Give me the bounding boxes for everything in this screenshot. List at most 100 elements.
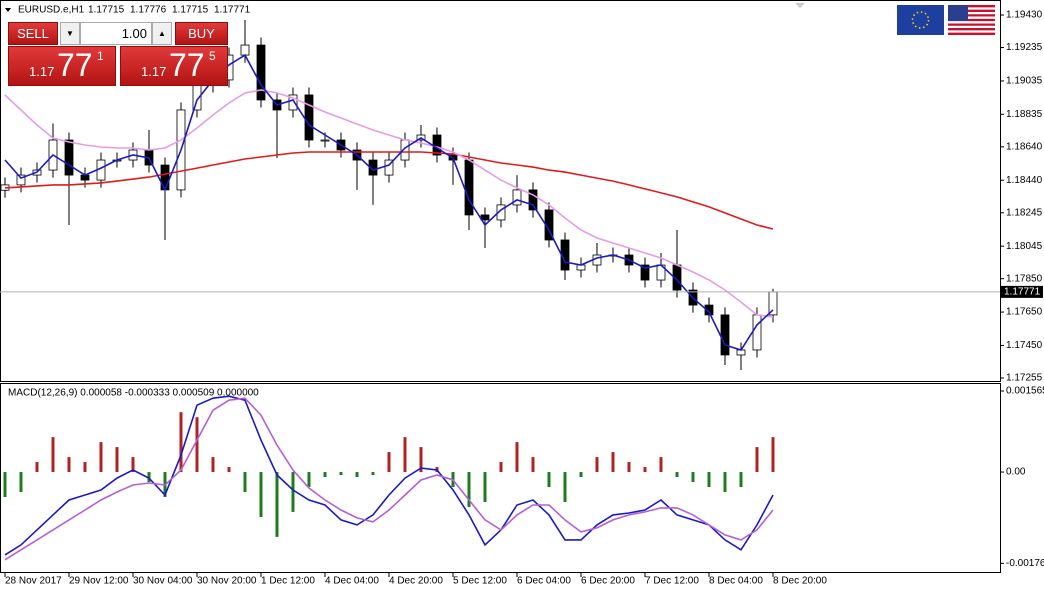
macd-bar (19, 472, 23, 492)
y-tick-label: 1.18835 (1006, 109, 1043, 120)
y-tick-label: 1.17650 (1006, 307, 1043, 318)
macd-bar (755, 447, 759, 473)
symbol: EURUSD.e,H1 (18, 5, 85, 16)
macd-bar (611, 452, 615, 473)
macd-bar (291, 472, 295, 512)
x-tick-label: 30 Nov 20:00 (197, 576, 257, 587)
macd-bar (771, 437, 775, 473)
buy-button[interactable]: BUY (175, 22, 228, 45)
candle-body (464, 159, 474, 216)
candle-body (16, 174, 26, 186)
menu-arrow[interactable] (5, 8, 11, 12)
macd-bar (227, 467, 231, 473)
macd-bar (515, 442, 519, 473)
macd-bar (3, 472, 7, 498)
macd-bar (147, 472, 151, 483)
candle-body (368, 159, 378, 176)
ask-pips: 77 (169, 47, 205, 83)
y-tick-label: 1.17255 (1006, 373, 1043, 384)
x-tick-label: 6 Dec 20:00 (581, 576, 635, 587)
candle-body (64, 139, 74, 176)
y-tick-label: 1.19430 (1006, 10, 1043, 21)
lots-input[interactable]: 1.00 (80, 22, 152, 45)
macd-bar (483, 472, 487, 502)
macd-bar (99, 442, 103, 473)
indicator-line (4, 397, 774, 561)
price-label-box (1001, 285, 1043, 298)
candle-body (240, 44, 250, 56)
ohlc-open: 1.17715 (88, 5, 125, 16)
macd-bar (707, 472, 711, 488)
x-tick-label: 28 Nov 2017 (5, 576, 62, 587)
candle-body (640, 264, 650, 281)
macd-bar (387, 452, 391, 473)
candle-body (496, 204, 506, 221)
us-flag (948, 5, 995, 35)
macd-bar (195, 417, 199, 473)
bid-big: 1.17 (29, 64, 55, 79)
x-tick-label: 4 Dec 04:00 (325, 576, 379, 587)
candle-body (288, 94, 298, 111)
indicator-line (4, 395, 774, 556)
macd-bar (35, 462, 39, 473)
y-tick-label: 1.18045 (1006, 241, 1043, 252)
y-tick-label: 1.18245 (1006, 207, 1043, 218)
macd-bar (739, 472, 743, 488)
x-tick-label: 4 Dec 20:00 (389, 576, 443, 587)
candle-body (512, 189, 522, 206)
lots-down[interactable]: ▼ (60, 22, 80, 45)
y-tick-label: 1.19235 (1006, 42, 1043, 53)
macd-bar (627, 462, 631, 473)
candle-body (384, 159, 394, 176)
y-tick-label: 0.001565 (1006, 386, 1044, 397)
macd-bar (723, 472, 727, 492)
indicator-line (4, 151, 774, 230)
macd-bar (467, 472, 471, 507)
price-label: 1.17771 (1004, 287, 1041, 298)
candle-body (256, 44, 266, 101)
y-tick-label: 1.17850 (1006, 273, 1043, 284)
macd-bar (371, 472, 375, 476)
macd-bar (595, 457, 599, 473)
ask-box[interactable]: 1.17 77 5 (120, 46, 228, 86)
macd-bar (67, 457, 71, 473)
indicator-line (4, 89, 774, 318)
sell-button[interactable]: SELL (8, 22, 58, 45)
macd-bar (131, 457, 135, 473)
macd-bar (275, 472, 279, 537)
bid-point: 1 (97, 49, 104, 63)
x-tick-label: 1 Dec 12:00 (261, 576, 315, 587)
macd-bar (339, 472, 343, 476)
candle-body (752, 314, 762, 351)
macd-bar (323, 472, 327, 478)
candle-body (720, 314, 730, 356)
eu-flag (897, 5, 944, 35)
shift-marker (795, 3, 805, 8)
y-tick-label: 1.18440 (1006, 175, 1043, 186)
macd-bar (419, 447, 423, 473)
bid-box[interactable]: 1.17 77 1 (8, 46, 116, 86)
macd-bar (675, 472, 679, 478)
ohlc-low: 1.17715 (172, 5, 209, 16)
macd-bar (643, 467, 647, 473)
y-tick-label: -0.001763 (1006, 558, 1044, 569)
macd-panel (0, 383, 1001, 573)
price-panel (0, 0, 1001, 382)
macd-bar (211, 457, 215, 473)
macd-bar (259, 472, 263, 517)
x-tick-label: 29 Nov 12:00 (69, 576, 129, 587)
lots-up[interactable]: ▲ (152, 22, 172, 45)
indicator-line (4, 53, 774, 351)
macd-bar (243, 472, 247, 492)
bid-pips: 77 (57, 47, 93, 83)
y-tick-label: 1.19035 (1006, 76, 1043, 87)
ohlc-close: 1.17771 (214, 5, 251, 16)
macd-bar (579, 472, 583, 478)
x-tick-label: 5 Dec 12:00 (453, 576, 507, 587)
macd-bar (499, 462, 503, 473)
candle-body (320, 139, 330, 142)
macd-bar (563, 472, 567, 502)
macd-title: MACD(12,26,9) 0.000058 -0.000333 0.00050… (8, 388, 259, 399)
y-tick-label: 1.17450 (1006, 340, 1043, 351)
